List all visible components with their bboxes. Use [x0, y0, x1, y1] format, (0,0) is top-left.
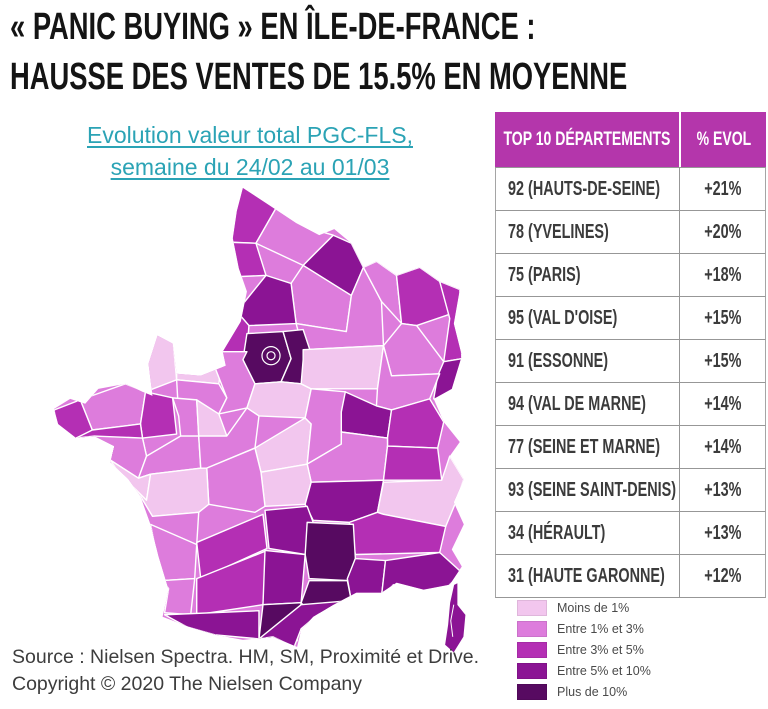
cell-evol: +21% — [679, 168, 766, 211]
dept-lozere-haute-loire — [304, 521, 357, 582]
legend-label: Entre 5% et 10% — [557, 663, 651, 678]
cell-departement: 78 (YVELINES) — [495, 211, 679, 254]
cell-departement: 92 (HAUTS-DE-SEINE) — [495, 168, 679, 211]
table-row: 78 (YVELINES) +20% — [495, 211, 766, 254]
dept-tarn — [262, 549, 306, 606]
dept-manche — [139, 332, 178, 391]
cell-departement: 77 (SEINE ET MARNE) — [495, 426, 679, 469]
dept-somme — [198, 240, 267, 280]
paris-ring — [266, 351, 276, 361]
legend-item: Entre 5% et 10% — [517, 660, 651, 681]
table-row: 94 (VAL DE MARNE) +14% — [495, 383, 766, 426]
map-legend: Moins de 1% Entre 1% et 3% Entre 3% et 5% E… — [517, 597, 651, 702]
legend-swatch — [517, 599, 547, 616]
dept-landes — [161, 577, 196, 616]
cell-evol: +15% — [679, 340, 766, 383]
dept-dordogne-lot — [196, 513, 268, 580]
cell-evol: +14% — [679, 426, 766, 469]
corse-divider — [450, 604, 455, 637]
cell-evol: +13% — [679, 512, 766, 555]
cell-departement: 34 (HÉRAULT) — [495, 512, 679, 555]
legend-label: Entre 1% et 3% — [557, 621, 644, 636]
source-line2: Copyright © 2020 The Nielsen Company — [12, 673, 363, 695]
dept-jura-ain — [382, 445, 443, 481]
table-row: 34 (HÉRAULT) +13% — [495, 512, 766, 555]
dept-loiret — [246, 381, 312, 419]
table-header: TOP 10 DÉPARTEMENTS % EVOL — [495, 112, 766, 167]
legend-item: Entre 1% et 3% — [517, 618, 651, 639]
table-row: 95 (VAL D'OISE) +15% — [495, 297, 766, 340]
legend-swatch — [517, 641, 547, 658]
source-line1: Source : Nielsen Spectra. HM, SM, Proxim… — [12, 646, 480, 668]
france-choropleth-map — [50, 183, 482, 677]
legend-label: Plus de 10% — [557, 684, 628, 699]
cell-evol: +15% — [679, 297, 766, 340]
cell-departement: 95 (VAL D'OISE) — [495, 297, 679, 340]
dept-seine-maritime — [167, 277, 242, 318]
table-row: 75 (PARIS) +18% — [495, 254, 766, 297]
title-line1: « PANIC BUYING » EN ÎLE-DE-FRANCE : — [10, 6, 536, 48]
cell-departement: 75 (PARIS) — [495, 254, 679, 297]
paris-ring — [261, 346, 281, 366]
table-row: 77 (SEINE ET MARNE) +14% — [495, 426, 766, 469]
dept-allier — [260, 463, 312, 508]
cell-departement: 93 (SEINE SAINT-DENIS) — [495, 469, 679, 512]
cell-evol: +12% — [679, 555, 766, 598]
cell-departement: 94 (VAL DE MARNE) — [495, 383, 679, 426]
legend-item: Entre 3% et 5% — [517, 639, 651, 660]
dept-eure — [205, 310, 250, 353]
legend-label: Moins de 1% — [557, 600, 630, 615]
dept-ille-et-vilaine — [139, 391, 178, 439]
france-map-svg — [54, 188, 467, 654]
table-header-departements: TOP 10 DÉPARTEMENTS — [495, 112, 681, 167]
table-header-evol: % EVOL — [696, 128, 751, 150]
title-line2: HAUSSE DES VENTES DE 15.5% EN MOYENNE — [10, 56, 628, 98]
dept-calvados — [175, 340, 224, 385]
table-row: 92 (HAUTS-DE-SEINE) +21% — [495, 168, 766, 211]
legend-item: Moins de 1% — [517, 597, 651, 618]
dept-gard — [346, 557, 387, 602]
dept-aube-yonne — [300, 344, 385, 390]
top10-table: TOP 10 DÉPARTEMENTS % EVOL 92 (HAUTS-DE-… — [495, 112, 766, 598]
cell-departement: 31 (HAUTE GARONNE) — [495, 555, 679, 598]
cell-evol: +18% — [679, 254, 766, 297]
table-row: 93 (SEINE SAINT-DENIS) +13% — [495, 469, 766, 512]
dept-pyrenees — [163, 610, 260, 640]
legend-item: Plus de 10% — [517, 681, 651, 702]
legend-swatch — [517, 662, 547, 679]
page-title: « PANIC BUYING » EN ÎLE-DE-FRANCE : HAUS… — [10, 2, 768, 102]
legend-swatch — [517, 683, 547, 700]
legend-label: Entre 3% et 5% — [557, 642, 644, 657]
subtitle-line2: semaine du 24/02 au 01/03 — [110, 154, 390, 180]
dept-corse — [444, 582, 467, 654]
legend-swatch — [517, 620, 547, 637]
dept-loire-atlantique — [75, 435, 148, 479]
table-body: 92 (HAUTS-DE-SEINE) +21% 78 (YVELINES) +20%… — [495, 167, 766, 598]
source-note: Source : Nielsen Spectra. HM, SM, Proxim… — [12, 644, 479, 698]
cell-departement: 91 (ESSONNE) — [495, 340, 679, 383]
cell-evol: +14% — [679, 383, 766, 426]
subtitle-link[interactable]: Evolution valeur total PGC-FLS, semaine … — [40, 119, 460, 183]
cell-evol: +20% — [679, 211, 766, 254]
cell-evol: +13% — [679, 469, 766, 512]
table-row: 31 (HAUTE GARONNE) +12% — [495, 555, 766, 598]
subtitle-line1: Evolution valeur total PGC-FLS, — [87, 122, 413, 148]
table-row: 91 (ESSONNE) +15% — [495, 340, 766, 383]
